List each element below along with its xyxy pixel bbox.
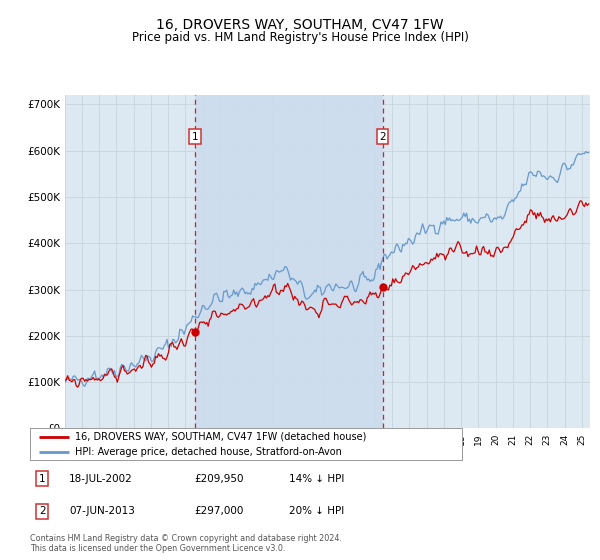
Text: 16, DROVERS WAY, SOUTHAM, CV47 1FW (detached house): 16, DROVERS WAY, SOUTHAM, CV47 1FW (deta…: [76, 432, 367, 442]
Text: 2: 2: [39, 506, 46, 516]
Text: 2: 2: [379, 132, 386, 142]
Text: Contains HM Land Registry data © Crown copyright and database right 2024.
This d: Contains HM Land Registry data © Crown c…: [30, 534, 342, 553]
Text: 18-JUL-2002: 18-JUL-2002: [69, 474, 133, 484]
Text: 07-JUN-2013: 07-JUN-2013: [69, 506, 135, 516]
Text: £297,000: £297,000: [194, 506, 244, 516]
Text: 1: 1: [39, 474, 46, 484]
Bar: [195, 95, 383, 428]
Text: 20% ↓ HPI: 20% ↓ HPI: [289, 506, 344, 516]
Text: 14% ↓ HPI: 14% ↓ HPI: [289, 474, 344, 484]
Text: 1: 1: [191, 132, 198, 142]
Text: 16, DROVERS WAY, SOUTHAM, CV47 1FW: 16, DROVERS WAY, SOUTHAM, CV47 1FW: [156, 18, 444, 32]
Text: £209,950: £209,950: [194, 474, 244, 484]
Text: Price paid vs. HM Land Registry's House Price Index (HPI): Price paid vs. HM Land Registry's House …: [131, 31, 469, 44]
Text: HPI: Average price, detached house, Stratford-on-Avon: HPI: Average price, detached house, Stra…: [76, 446, 342, 456]
